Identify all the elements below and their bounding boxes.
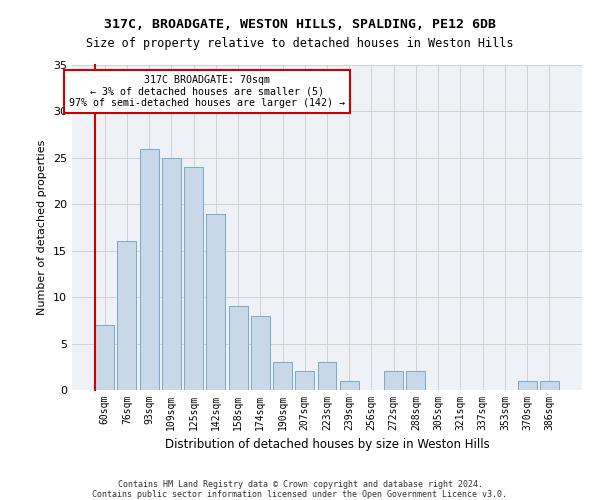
Bar xyxy=(518,380,536,390)
Bar xyxy=(140,148,158,390)
Text: Contains HM Land Registry data © Crown copyright and database right 2024.: Contains HM Land Registry data © Crown c… xyxy=(118,480,482,489)
Text: Size of property relative to detached houses in Weston Hills: Size of property relative to detached ho… xyxy=(86,38,514,51)
Bar xyxy=(95,325,114,390)
Bar xyxy=(540,380,559,390)
Bar xyxy=(406,372,425,390)
Bar xyxy=(295,372,314,390)
Bar xyxy=(273,362,292,390)
X-axis label: Distribution of detached houses by size in Weston Hills: Distribution of detached houses by size … xyxy=(164,438,490,452)
Bar xyxy=(229,306,248,390)
Bar xyxy=(162,158,181,390)
Text: 317C, BROADGATE, WESTON HILLS, SPALDING, PE12 6DB: 317C, BROADGATE, WESTON HILLS, SPALDING,… xyxy=(104,18,496,30)
Text: 317C BROADGATE: 70sqm
← 3% of detached houses are smaller (5)
97% of semi-detach: 317C BROADGATE: 70sqm ← 3% of detached h… xyxy=(69,74,345,108)
Y-axis label: Number of detached properties: Number of detached properties xyxy=(37,140,47,315)
Bar xyxy=(317,362,337,390)
Text: Contains public sector information licensed under the Open Government Licence v3: Contains public sector information licen… xyxy=(92,490,508,499)
Bar xyxy=(118,242,136,390)
Bar xyxy=(184,167,203,390)
Bar xyxy=(340,380,359,390)
Bar xyxy=(206,214,225,390)
Bar xyxy=(384,372,403,390)
Bar xyxy=(251,316,270,390)
